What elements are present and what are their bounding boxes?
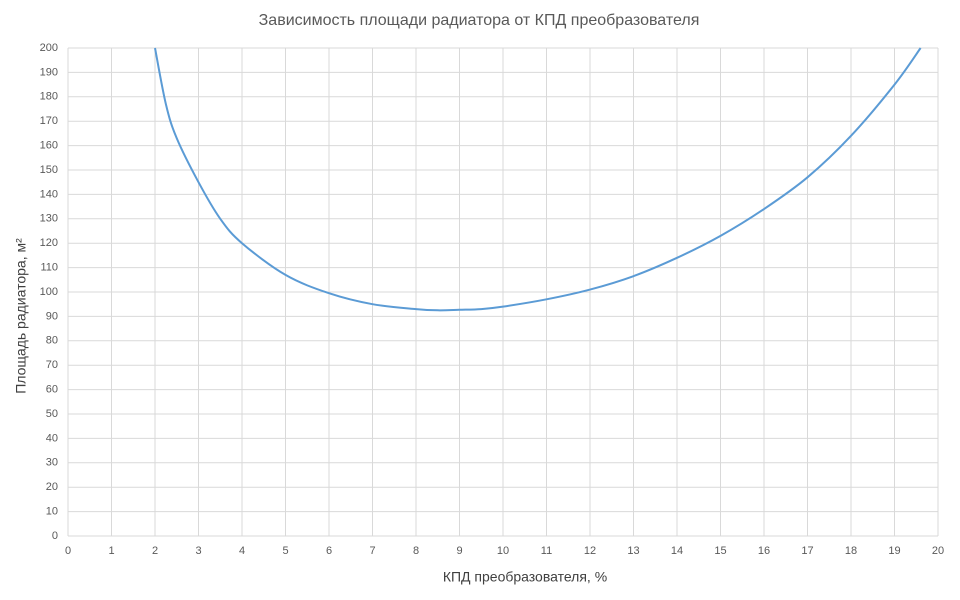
y-tick-label: 80	[46, 335, 58, 347]
y-tick-label: 0	[52, 530, 58, 542]
y-tick-label: 130	[40, 213, 58, 225]
y-tick-label: 190	[40, 66, 58, 78]
x-tick-label: 5	[282, 545, 288, 557]
x-tick-label: 16	[758, 545, 770, 557]
x-tick-label: 12	[584, 545, 596, 557]
x-tick-label: 6	[326, 545, 332, 557]
y-tick-label: 10	[46, 506, 58, 518]
x-tick-label: 11	[541, 545, 552, 557]
x-tick-label: 19	[888, 545, 900, 557]
x-tick-label: 9	[456, 545, 462, 557]
x-axis-title: КПД преобразователя, %	[443, 569, 607, 585]
x-tick-label: 17	[801, 545, 813, 557]
x-tick-label: 3	[195, 545, 201, 557]
x-tick-label: 20	[932, 545, 944, 557]
x-tick-label: 1	[108, 545, 114, 557]
y-tick-label: 30	[46, 457, 58, 469]
x-tick-label: 4	[239, 545, 245, 557]
x-tick-label: 0	[65, 545, 71, 557]
x-tick-label: 8	[413, 545, 419, 557]
y-tick-label: 150	[40, 164, 58, 176]
x-tick-label: 13	[627, 545, 639, 557]
x-tick-label: 2	[152, 545, 158, 557]
y-tick-label: 170	[40, 115, 58, 127]
y-tick-label: 160	[40, 140, 58, 152]
x-tick-label: 10	[497, 545, 509, 557]
y-tick-label: 180	[40, 91, 58, 103]
line	[154, 47, 922, 312]
x-tick-label: 7	[369, 545, 375, 557]
y-tick-label: 60	[46, 384, 58, 396]
y-axis-title: Площадь радиатора, м²	[13, 238, 29, 394]
y-tick-label: 50	[46, 408, 58, 420]
y-tick-label: 120	[40, 237, 58, 249]
y-tick-label: 200	[40, 42, 58, 54]
y-tick-label: 110	[40, 262, 58, 274]
y-tick-label: 40	[46, 432, 58, 444]
chart-title: Зависимость площади радиатора от КПД пре…	[259, 12, 700, 29]
x-tick-label: 18	[845, 545, 857, 557]
x-tick-label: 14	[671, 545, 683, 557]
y-tick-label: 140	[40, 188, 58, 200]
y-tick-label: 100	[40, 286, 58, 298]
y-tick-label: 70	[46, 359, 58, 371]
y-tick-label: 90	[46, 310, 58, 322]
y-tick-label: 20	[46, 481, 58, 493]
x-tick-label: 15	[714, 545, 726, 557]
